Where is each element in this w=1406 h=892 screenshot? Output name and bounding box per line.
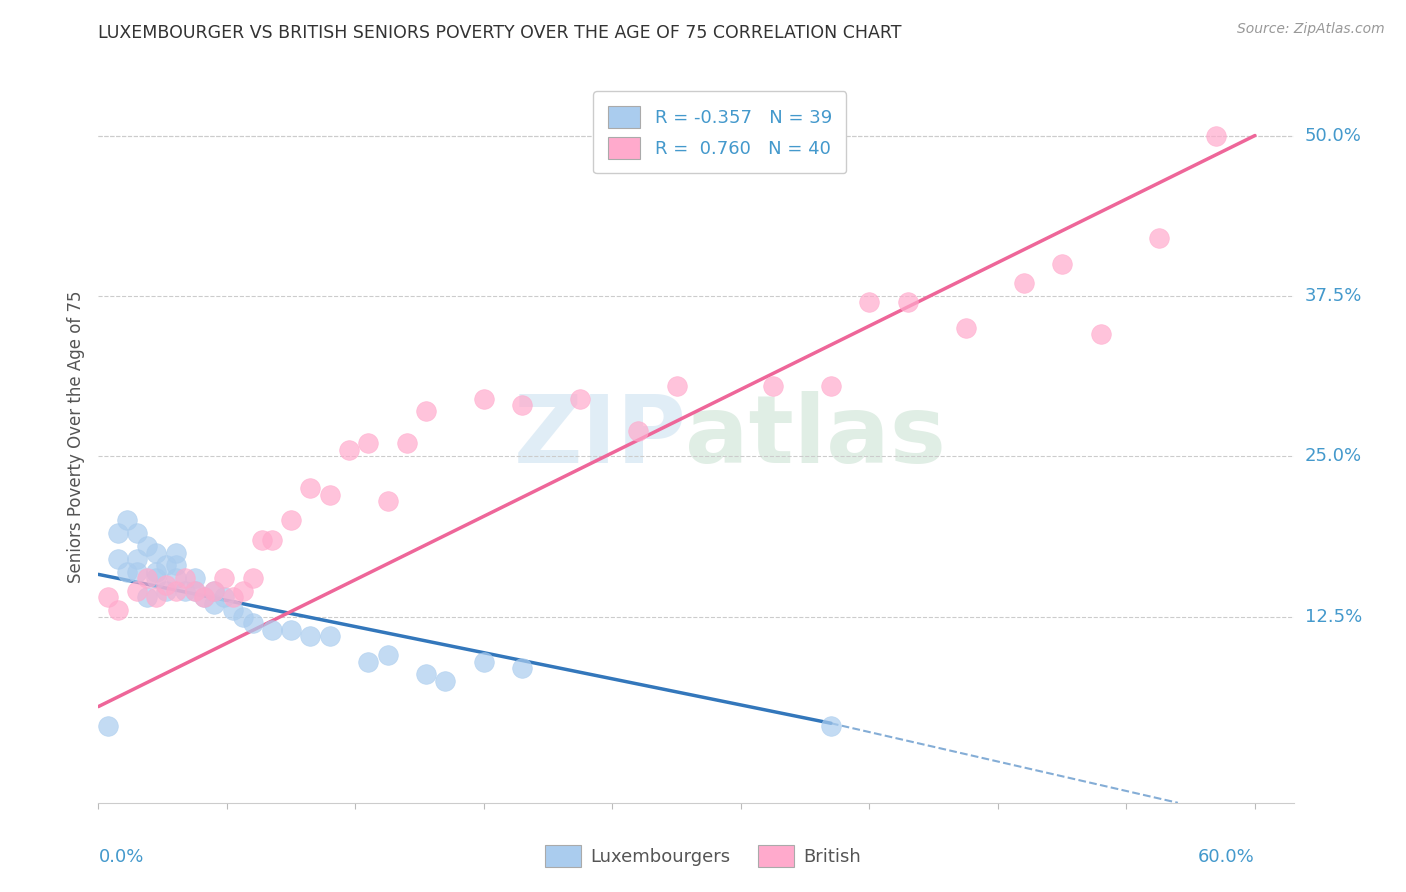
Point <box>337 442 360 457</box>
Point <box>357 655 380 669</box>
Point <box>820 378 842 392</box>
Point <box>155 577 177 591</box>
Point <box>299 482 322 496</box>
Point <box>117 514 139 528</box>
Text: 0.0%: 0.0% <box>98 847 143 866</box>
Point <box>569 392 592 406</box>
Point <box>1012 276 1035 290</box>
Point <box>184 584 207 599</box>
Point <box>665 378 688 392</box>
Point <box>395 436 418 450</box>
Point <box>125 584 148 599</box>
Point <box>97 591 120 605</box>
Point <box>280 514 302 528</box>
Point <box>415 667 437 681</box>
Text: Source: ZipAtlas.com: Source: ZipAtlas.com <box>1237 22 1385 37</box>
Point <box>820 719 842 733</box>
Point <box>107 603 129 617</box>
Point <box>434 673 457 688</box>
Point <box>897 295 920 310</box>
Point <box>319 629 342 643</box>
Text: 25.0%: 25.0% <box>1305 447 1362 466</box>
Point <box>232 609 254 624</box>
Point <box>377 648 399 663</box>
Y-axis label: Seniors Poverty Over the Age of 75: Seniors Poverty Over the Age of 75 <box>66 291 84 583</box>
Point <box>117 565 139 579</box>
Point <box>858 295 880 310</box>
Point <box>155 584 177 599</box>
Point <box>125 526 148 541</box>
Point <box>184 571 207 585</box>
Point <box>155 558 177 573</box>
Point <box>260 623 283 637</box>
Point <box>252 533 274 547</box>
Text: atlas: atlas <box>685 391 946 483</box>
Point <box>280 623 302 637</box>
Point <box>955 321 977 335</box>
Text: 12.5%: 12.5% <box>1305 607 1362 625</box>
Point <box>212 591 235 605</box>
Point <box>145 591 167 605</box>
Point <box>472 655 495 669</box>
Point <box>145 545 167 559</box>
Point <box>222 591 245 605</box>
Point <box>260 533 283 547</box>
Point <box>97 719 120 733</box>
Point <box>222 603 245 617</box>
Point <box>1090 327 1112 342</box>
Point <box>135 539 157 553</box>
Point <box>165 545 187 559</box>
Point <box>512 661 534 675</box>
Point <box>174 571 197 585</box>
Point <box>212 571 235 585</box>
Point <box>145 571 167 585</box>
Point <box>762 378 785 392</box>
Text: LUXEMBOURGER VS BRITISH SENIORS POVERTY OVER THE AGE OF 75 CORRELATION CHART: LUXEMBOURGER VS BRITISH SENIORS POVERTY … <box>98 24 901 42</box>
Point <box>319 488 342 502</box>
Point <box>125 552 148 566</box>
Point <box>184 584 207 599</box>
Point <box>125 565 148 579</box>
Legend: R = -0.357   N = 39, R =  0.760   N = 40: R = -0.357 N = 39, R = 0.760 N = 40 <box>593 91 846 173</box>
Point <box>135 571 157 585</box>
Point <box>107 552 129 566</box>
Point <box>242 616 264 631</box>
Point <box>299 629 322 643</box>
Point <box>202 584 225 599</box>
Point <box>242 571 264 585</box>
Point <box>1205 128 1227 143</box>
Point <box>107 526 129 541</box>
Text: 50.0%: 50.0% <box>1305 127 1361 145</box>
Point <box>165 558 187 573</box>
Legend: Luxembourgers, British: Luxembourgers, British <box>538 838 868 874</box>
Text: 37.5%: 37.5% <box>1305 287 1362 305</box>
Point <box>472 392 495 406</box>
Point <box>165 584 187 599</box>
Point <box>1147 231 1170 245</box>
Point <box>1050 257 1073 271</box>
Point <box>415 404 437 418</box>
Point <box>357 436 380 450</box>
Point <box>174 584 197 599</box>
Point <box>193 591 215 605</box>
Point <box>627 424 650 438</box>
Text: ZIP: ZIP <box>515 391 686 483</box>
Point <box>202 584 225 599</box>
Point <box>512 398 534 412</box>
Text: 60.0%: 60.0% <box>1198 847 1256 866</box>
Point <box>145 565 167 579</box>
Point <box>202 597 225 611</box>
Point <box>377 494 399 508</box>
Point <box>135 591 157 605</box>
Point <box>193 591 215 605</box>
Point <box>232 584 254 599</box>
Point <box>165 571 187 585</box>
